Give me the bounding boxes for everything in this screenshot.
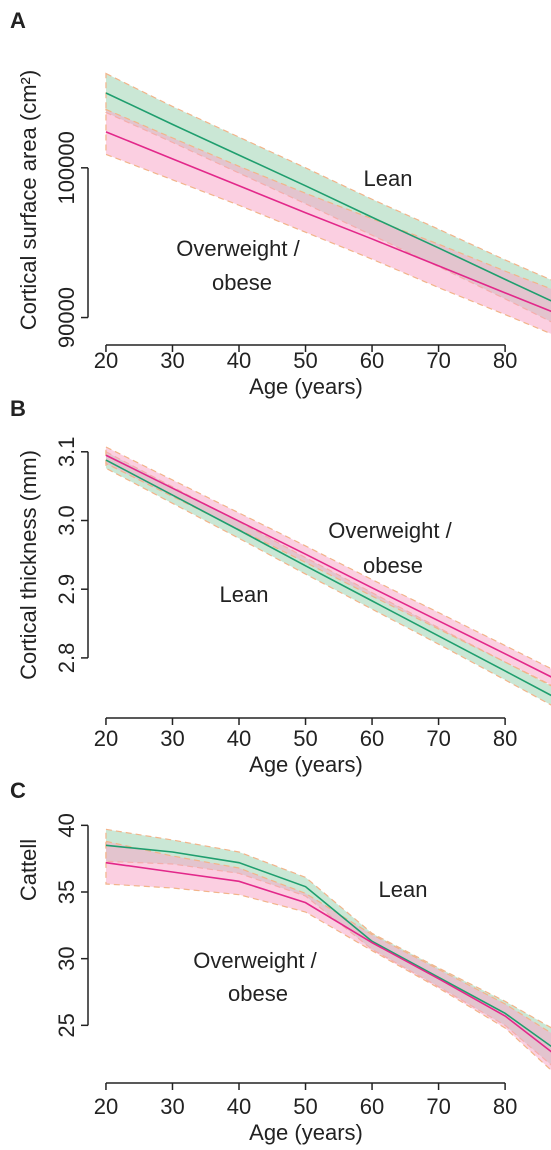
series-line — [105, 459, 551, 697]
panel-label: B — [10, 396, 26, 421]
x-tick-label: 70 — [426, 1094, 450, 1119]
y-axis-label: Cortical surface area (cm²) — [16, 70, 41, 330]
annotation: Overweight / — [193, 948, 317, 973]
y-tick-label: 2.9 — [54, 574, 79, 605]
annotation: Overweight / — [328, 518, 452, 543]
annotation: obese — [212, 270, 272, 295]
annotation: Lean — [220, 582, 269, 607]
x-tick-label: 20 — [94, 726, 118, 751]
series-line — [105, 861, 551, 1053]
y-tick-label: 40 — [54, 813, 79, 837]
x-tick-label: 50 — [293, 348, 317, 373]
y-tick-label: 3.0 — [54, 505, 79, 536]
series-line — [105, 844, 551, 1048]
x-tick-label: 20 — [94, 348, 118, 373]
x-axis-label: Age (years) — [249, 1120, 363, 1145]
series-line — [105, 131, 551, 313]
annotation: Lean — [379, 877, 428, 902]
y-axis-label: Cortical thickness (mm) — [16, 450, 41, 680]
x-tick-label: 80 — [493, 1094, 517, 1119]
x-tick-label: 60 — [360, 726, 384, 751]
annotation: obese — [228, 981, 288, 1006]
series-line — [105, 454, 551, 678]
y-tick-label: 25 — [54, 1013, 79, 1037]
x-tick-label: 30 — [160, 348, 184, 373]
confidence-band — [105, 840, 551, 1071]
panel-label: A — [10, 8, 26, 33]
annotation: Overweight / — [176, 236, 300, 261]
series-line — [105, 92, 551, 302]
x-tick-label: 60 — [360, 1094, 384, 1119]
x-tick-label: 40 — [227, 1094, 251, 1119]
x-tick-label: 40 — [227, 726, 251, 751]
y-tick-label: 35 — [54, 880, 79, 904]
y-tick-label: 90000 — [54, 287, 79, 348]
x-tick-label: 70 — [426, 348, 450, 373]
annotation: obese — [363, 553, 423, 578]
x-tick-label: 60 — [360, 348, 384, 373]
panel-label: C — [10, 778, 26, 803]
x-tick-label: 30 — [160, 1094, 184, 1119]
x-tick-label: 80 — [493, 348, 517, 373]
y-tick-label: 100000 — [54, 131, 79, 204]
y-axis-label: Cattell — [16, 839, 41, 901]
x-tick-label: 30 — [160, 726, 184, 751]
x-tick-label: 50 — [293, 726, 317, 751]
y-tick-label: 30 — [54, 946, 79, 970]
y-tick-label: 3.1 — [54, 436, 79, 467]
x-tick-label: 70 — [426, 726, 450, 751]
annotation: Lean — [364, 166, 413, 191]
x-tick-label: 50 — [293, 1094, 317, 1119]
x-tick-label: 40 — [227, 348, 251, 373]
x-axis-label: Age (years) — [249, 752, 363, 777]
x-tick-label: 80 — [493, 726, 517, 751]
x-tick-label: 20 — [94, 1094, 118, 1119]
y-tick-label: 2.8 — [54, 643, 79, 674]
x-axis-label: Age (years) — [249, 374, 363, 399]
